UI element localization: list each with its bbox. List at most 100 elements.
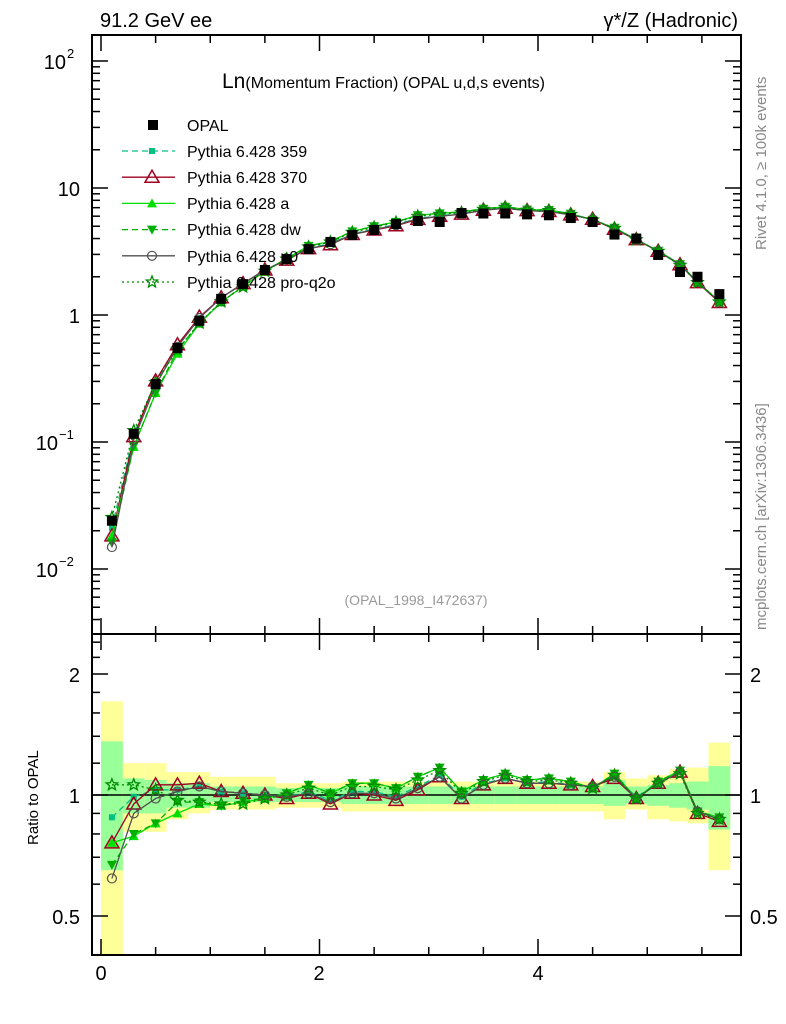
ratio-point <box>281 791 292 802</box>
opal-point <box>347 230 358 241</box>
ratio-tick-label-1-right: 1 <box>750 786 761 808</box>
ratio-point <box>628 790 644 805</box>
energy-label: 91.2 GeV ee <box>100 10 212 32</box>
ratio-point <box>128 808 139 819</box>
series-a <box>106 198 725 847</box>
y-tick-exp-0.1: −1 <box>59 427 74 442</box>
ratio-point <box>519 773 535 788</box>
ratio-point <box>150 819 161 829</box>
ratio-point <box>565 777 576 787</box>
opal-point <box>543 210 554 221</box>
opal-point <box>281 254 292 265</box>
opal-point <box>456 208 467 219</box>
series-point <box>106 541 118 553</box>
legend-marker-dw <box>147 225 157 235</box>
legend-label-359: Pythia 6.428 359 <box>187 144 307 161</box>
ratio-point <box>344 778 360 793</box>
y-tick-label-10: 10 <box>58 179 80 201</box>
ratio-point <box>322 795 339 810</box>
ratio-point <box>191 794 207 809</box>
y-tick-exp-0.01: −2 <box>59 554 74 569</box>
ratio-point <box>392 793 399 800</box>
ratio-point <box>216 786 227 797</box>
plot-title-main: Ln <box>222 70 245 93</box>
ratio-point <box>172 808 183 818</box>
mcplots-label: mcplots.cern.ch [arXiv:1306.3436] <box>753 403 770 630</box>
ratio-tick-label-0.5-right: 0.5 <box>750 907 778 929</box>
series-point <box>412 211 423 221</box>
ratio-point <box>585 780 600 795</box>
ratio-point <box>170 792 185 807</box>
band-stat <box>603 779 626 806</box>
ratio-axis-label: Ratio to OPAL <box>25 750 42 845</box>
ratio-point <box>522 775 533 785</box>
ratio-point <box>238 796 249 806</box>
ratio-point <box>369 779 380 789</box>
legend-label-370: Pythia 6.428 370 <box>187 170 307 187</box>
lower-frame <box>91 633 742 956</box>
band-stat <box>708 766 731 830</box>
ratio-point <box>563 775 579 790</box>
ratio-point <box>432 762 448 777</box>
ratio-point <box>412 772 423 782</box>
opal-point <box>369 224 380 235</box>
ratio-point <box>213 796 229 811</box>
legend-marker-370 <box>143 168 161 183</box>
opal-point <box>522 209 533 220</box>
opal-point <box>150 379 161 390</box>
opal-point <box>194 315 205 326</box>
ratio-point <box>690 805 705 820</box>
ratio-point <box>541 772 557 787</box>
opal-point <box>631 233 642 244</box>
series-point <box>106 538 117 548</box>
plot-title-rest: (Momentum Fraction) (OPAL u,d,s events) <box>245 75 545 92</box>
opal-point <box>609 229 620 240</box>
ratio-point <box>349 788 356 795</box>
legend-marker-pro-q2o <box>144 274 160 289</box>
x-tick-label-0: 0 <box>95 963 106 985</box>
axis-ticks <box>92 35 741 956</box>
ratio-point <box>301 780 316 795</box>
opal-point <box>412 215 423 226</box>
ratio-tick-label-2-right: 2 <box>750 665 761 687</box>
ratio-point <box>150 793 161 804</box>
opal-point <box>565 213 576 224</box>
ratio-point <box>607 767 622 782</box>
ratio-point <box>235 796 251 811</box>
ratio-point <box>325 789 336 799</box>
y-tick-label-100: 10 <box>44 52 66 74</box>
ratio-point <box>390 784 401 794</box>
ratio-point <box>371 788 378 795</box>
y-tick-exp-100: 2 <box>67 46 74 61</box>
legend: OPAL Pythia 6.428 359 Pythia 6.428 370 P… <box>187 118 336 292</box>
ratio-point <box>436 772 443 779</box>
y-tick-label-1: 1 <box>69 306 80 328</box>
ratio-point <box>609 769 620 779</box>
opal-point <box>692 271 703 282</box>
ratio-point <box>456 793 467 804</box>
ratio-point <box>257 790 273 805</box>
series-line-ratio <box>111 771 720 844</box>
ratio-point <box>387 791 405 807</box>
series-dw <box>106 202 725 870</box>
ratio-point <box>456 787 467 797</box>
x-tick-label-2: 2 <box>313 963 324 985</box>
ratio-point <box>327 797 334 804</box>
opal-point <box>653 249 664 260</box>
x-tick-label-4: 4 <box>532 963 543 985</box>
ratio-point <box>147 776 164 791</box>
ratio-point <box>194 781 205 792</box>
ratio-point <box>128 829 139 839</box>
ratio-point <box>388 782 404 797</box>
ratio-point <box>126 777 142 792</box>
ratio-point <box>500 773 511 784</box>
ratio-point <box>191 774 208 789</box>
ratio-point <box>711 811 727 826</box>
opal-point <box>172 342 183 353</box>
legend-marker-opal <box>148 120 158 130</box>
ratio-point <box>281 789 292 799</box>
y-tick-label-0.1: 10 <box>36 433 58 455</box>
ratio-point <box>347 779 358 789</box>
opal-point <box>390 219 401 230</box>
series-point <box>432 206 448 221</box>
